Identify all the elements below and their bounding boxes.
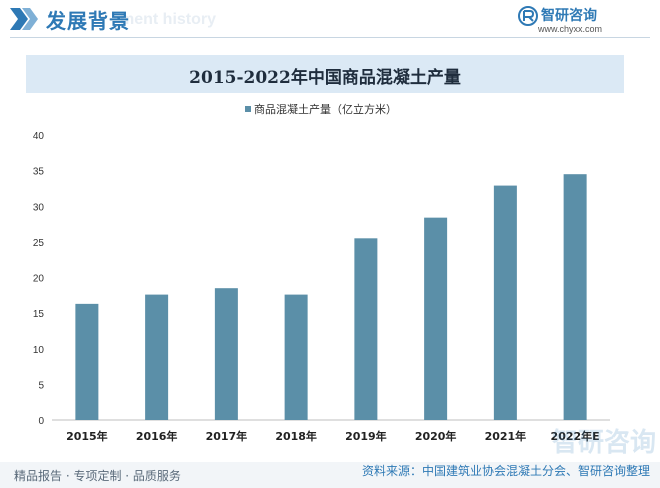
legend-label: 商品混凝土产量（亿立方米） — [254, 102, 397, 116]
y-tick-label: 15 — [33, 309, 45, 320]
y-tick-label: 35 — [33, 167, 45, 178]
bar — [354, 238, 378, 420]
y-tick-label: 25 — [33, 238, 45, 249]
bar — [145, 294, 169, 420]
x-tick-label: 2016年 — [136, 429, 178, 443]
x-tick-label: 2017年 — [206, 429, 248, 443]
footer: 精品报告 · 专项定制 · 品质服务 资料来源：中国建筑业协会混凝土分会、智研咨… — [0, 462, 660, 488]
chart-title-bar: 2015-2022年中国商品混凝土产量 — [26, 55, 624, 93]
x-tick-label: 2020年 — [415, 429, 457, 443]
bar — [75, 303, 99, 420]
y-tick-label: 30 — [33, 202, 45, 213]
header-divider — [10, 37, 650, 38]
y-tick-label: 20 — [33, 274, 45, 285]
brand-url: www.chyxx.com — [538, 24, 603, 34]
bar — [493, 185, 517, 420]
header-subtitle-en: ment history — [120, 11, 217, 28]
y-tick-label: 5 — [38, 380, 44, 391]
x-tick-label: 2022年E — [551, 429, 600, 443]
y-tick-label: 10 — [33, 345, 45, 356]
x-tick-label: 2021年 — [485, 429, 527, 443]
watermark: 智研咨询 — [551, 428, 656, 458]
bar — [284, 294, 308, 420]
bar — [563, 174, 587, 420]
chart-title: 2015-2022年中国商品混凝土产量 — [189, 68, 461, 88]
legend-swatch — [245, 106, 251, 112]
brand-logo-icon — [518, 6, 538, 26]
footer-tagline: 精品报告 · 专项定制 · 品质服务 — [14, 469, 181, 483]
double-chevron-icon — [10, 8, 38, 30]
page-title: 发展背景 — [46, 9, 130, 33]
y-tick-label: 0 — [38, 416, 44, 427]
bar — [214, 288, 238, 420]
brand-name: 智研咨询 — [541, 8, 597, 24]
bar — [424, 217, 448, 420]
x-tick-label: 2019年 — [345, 429, 387, 443]
source-note: 资料来源：中国建筑业协会混凝土分会、智研咨询整理 — [361, 464, 650, 478]
x-tick-label: 2018年 — [275, 429, 317, 443]
brand: 智研咨询 www.chyxx.com — [518, 5, 638, 34]
bar-chart: 商品混凝土产量（亿立方米） 0 5 10 15 20 25 30 35 40 2015年 2016年 2… — [33, 102, 610, 443]
y-tick-label: 40 — [33, 131, 45, 142]
x-tick-label: 2015年 — [66, 429, 108, 443]
header: ment history 发展背景 智研咨询 www.chyxx.com — [0, 0, 660, 48]
